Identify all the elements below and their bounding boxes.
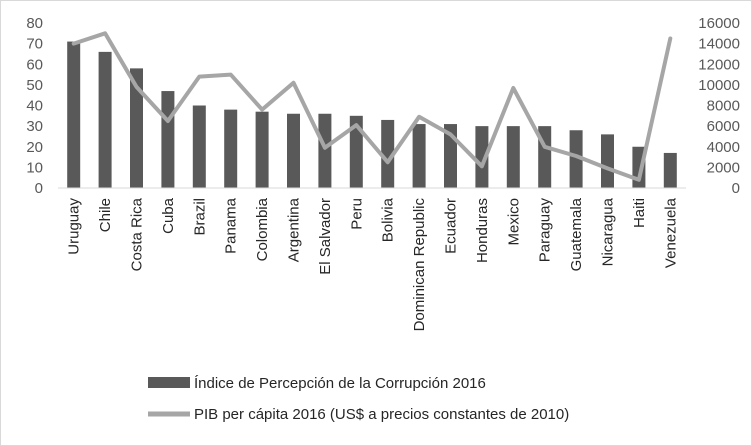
category-label: El Salvador xyxy=(317,198,334,275)
bar xyxy=(349,115,363,188)
bar xyxy=(224,109,238,188)
category-label: Panama xyxy=(223,197,240,254)
category-label: Guatemala xyxy=(568,197,585,271)
category-label: Costa Rica xyxy=(129,197,146,271)
y-left-tick-label: 30 xyxy=(26,118,43,135)
category-label: Brazil xyxy=(191,198,208,236)
bar xyxy=(67,41,81,188)
gdp-line xyxy=(71,31,673,182)
bar xyxy=(192,105,206,188)
right-axis: 0 2000 4000 6000 8000 10000 12000 14000 16000 xyxy=(698,15,740,197)
category-label: Ecuador xyxy=(443,198,460,254)
bar xyxy=(663,152,677,188)
bar xyxy=(381,119,395,188)
category-label: Argentina xyxy=(286,197,303,262)
bar xyxy=(130,68,143,188)
y-right-tick-label: 10000 xyxy=(698,77,740,94)
legend: Índice de Percepción de la Corrupción 20… xyxy=(148,375,569,423)
y-left-tick-label: 70 xyxy=(26,36,43,53)
y-right-tick-label: 16000 xyxy=(698,15,740,32)
y-left-tick-label: 20 xyxy=(26,139,43,156)
y-right-tick-label: 4000 xyxy=(707,139,740,156)
y-left-tick-label: 60 xyxy=(26,56,43,73)
category-label: Uruguay xyxy=(66,198,83,255)
left-axis: 0 10 20 30 40 50 60 70 80 xyxy=(26,15,43,197)
category-label: Paraguay xyxy=(537,198,554,263)
y-left-tick-label: 80 xyxy=(26,15,43,32)
bar xyxy=(98,51,112,188)
legend-swatch-bar xyxy=(148,377,190,388)
y-right-tick-label: 2000 xyxy=(707,159,740,176)
bar xyxy=(506,126,520,188)
category-label: Haiti xyxy=(631,198,648,228)
y-right-tick-label: 8000 xyxy=(707,98,740,115)
category-label: Chile xyxy=(97,198,114,232)
line-series xyxy=(71,31,673,182)
y-right-tick-label: 6000 xyxy=(707,118,740,135)
legend-label-bar: Índice de Percepción de la Corrupción 20… xyxy=(194,375,486,392)
bar xyxy=(255,111,269,188)
bar-series xyxy=(67,41,677,188)
category-label: Dominican Republic xyxy=(411,198,428,332)
legend-label-line: PIB per cápita 2016 (US$ a precios const… xyxy=(194,406,569,423)
category-label: Cuba xyxy=(160,197,177,234)
category-label: Mexico xyxy=(505,198,522,246)
bar xyxy=(287,113,300,188)
category-label: Bolivia xyxy=(380,197,397,242)
category-label: Nicaragua xyxy=(600,197,617,266)
y-right-tick-label: 14000 xyxy=(698,36,740,53)
y-left-tick-label: 0 xyxy=(35,180,43,197)
y-left-tick-label: 50 xyxy=(26,77,43,94)
bar xyxy=(412,124,426,188)
bar xyxy=(161,91,175,188)
category-labels: Uruguay Chile Costa Rica Cuba Brazil Panama Co… xyxy=(66,197,680,331)
category-label: Venezuela xyxy=(662,197,679,268)
category-label: Honduras xyxy=(474,198,491,263)
category-label: Peru xyxy=(348,198,365,230)
bar xyxy=(569,130,583,188)
bar xyxy=(601,134,614,188)
y-right-tick-label: 0 xyxy=(732,180,740,197)
category-label: Colombia xyxy=(254,197,271,261)
bar xyxy=(475,126,489,188)
y-right-tick-label: 12000 xyxy=(698,56,740,73)
y-left-tick-label: 10 xyxy=(26,159,43,176)
bar xyxy=(318,113,332,188)
y-left-tick-label: 40 xyxy=(26,98,43,115)
